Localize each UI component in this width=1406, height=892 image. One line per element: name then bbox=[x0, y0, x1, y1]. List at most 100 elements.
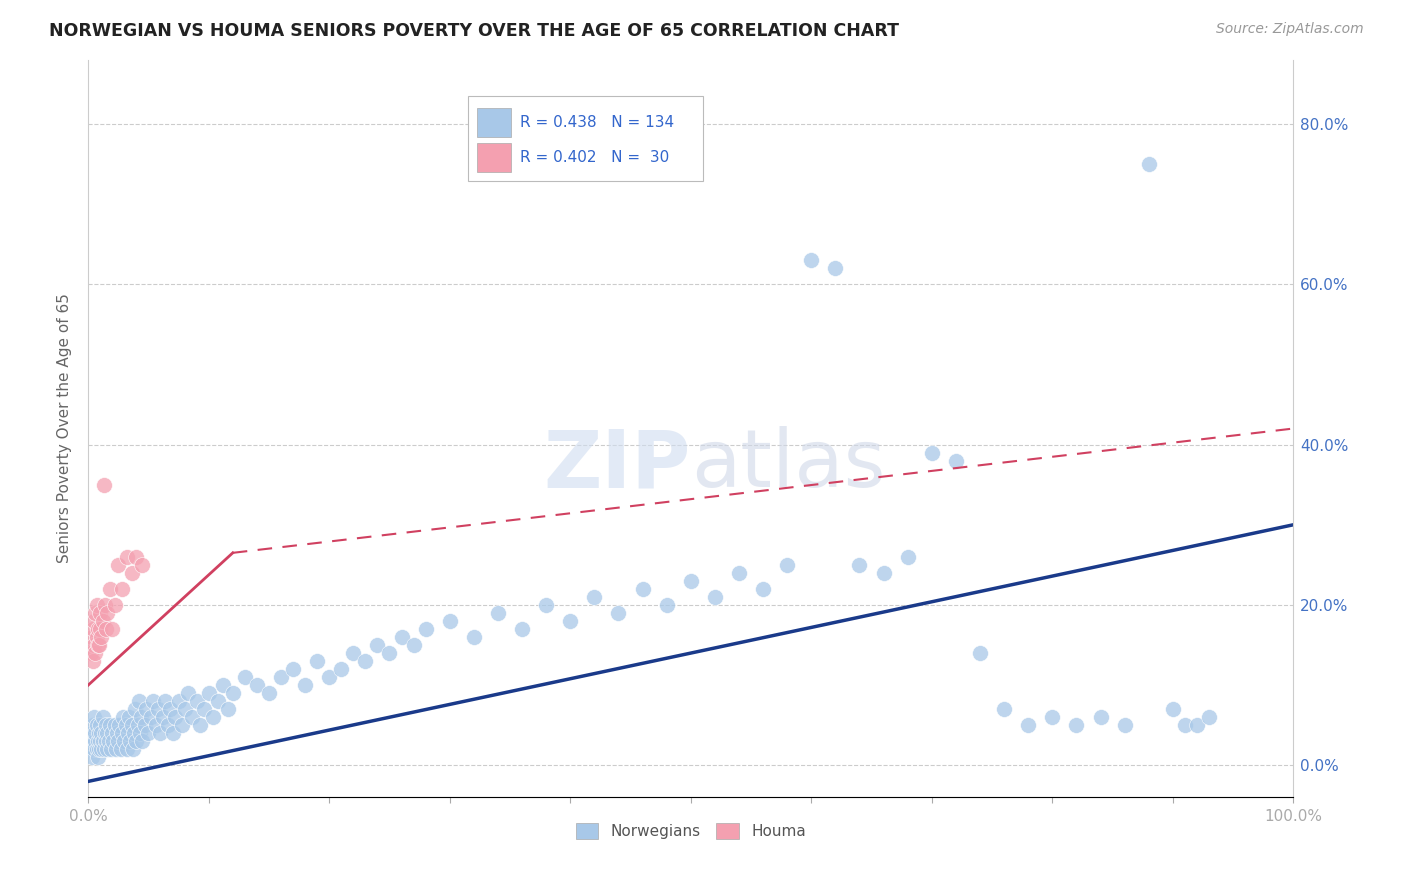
Point bbox=[108, 718, 131, 732]
Point bbox=[173, 702, 195, 716]
Point bbox=[111, 726, 134, 740]
Point bbox=[728, 566, 751, 580]
Point bbox=[115, 742, 138, 756]
Point bbox=[142, 694, 165, 708]
Point bbox=[107, 558, 129, 572]
Point bbox=[79, 742, 101, 756]
Point bbox=[848, 558, 870, 572]
Point bbox=[96, 718, 118, 732]
Point bbox=[139, 710, 162, 724]
Point bbox=[96, 622, 118, 636]
Point bbox=[98, 582, 121, 596]
Point bbox=[135, 702, 157, 716]
Point bbox=[83, 710, 105, 724]
Point bbox=[84, 646, 107, 660]
Point bbox=[121, 742, 143, 756]
Point bbox=[100, 742, 122, 756]
Point bbox=[631, 582, 654, 596]
Point bbox=[91, 710, 114, 724]
Point bbox=[1198, 710, 1220, 724]
Point bbox=[378, 646, 401, 660]
Point bbox=[1185, 718, 1208, 732]
Point bbox=[307, 654, 329, 668]
Point bbox=[93, 477, 115, 491]
Point bbox=[114, 718, 136, 732]
Point bbox=[257, 686, 280, 700]
Point bbox=[107, 734, 129, 748]
Text: Source: ZipAtlas.com: Source: ZipAtlas.com bbox=[1216, 22, 1364, 37]
Point bbox=[993, 702, 1015, 716]
Point bbox=[415, 622, 437, 636]
Point bbox=[167, 694, 190, 708]
Point bbox=[86, 718, 108, 732]
Point bbox=[84, 726, 107, 740]
Point bbox=[155, 694, 177, 708]
Point bbox=[655, 598, 678, 612]
Y-axis label: Seniors Poverty Over the Age of 65: Seniors Poverty Over the Age of 65 bbox=[58, 293, 72, 564]
Point bbox=[131, 734, 153, 748]
Point bbox=[91, 614, 114, 628]
Point bbox=[1017, 718, 1039, 732]
Point bbox=[80, 630, 103, 644]
Point bbox=[246, 678, 269, 692]
Text: R = 0.438   N = 134: R = 0.438 N = 134 bbox=[520, 115, 673, 130]
Legend: Norwegians, Houma: Norwegians, Houma bbox=[569, 817, 813, 845]
Point bbox=[159, 702, 181, 716]
Point bbox=[162, 726, 184, 740]
Point bbox=[180, 710, 202, 724]
Point bbox=[202, 710, 225, 724]
Point bbox=[897, 549, 920, 564]
Point bbox=[90, 630, 112, 644]
Point bbox=[1066, 718, 1088, 732]
Point bbox=[94, 726, 117, 740]
Point bbox=[149, 726, 172, 740]
Point bbox=[186, 694, 208, 708]
Point bbox=[122, 726, 145, 740]
Point bbox=[197, 686, 219, 700]
Text: R = 0.402   N =  30: R = 0.402 N = 30 bbox=[520, 150, 669, 165]
Point bbox=[121, 566, 143, 580]
Point bbox=[101, 622, 124, 636]
Point bbox=[402, 638, 425, 652]
Point bbox=[87, 750, 110, 764]
Point bbox=[1040, 710, 1063, 724]
Point bbox=[1090, 710, 1112, 724]
Point bbox=[98, 718, 121, 732]
Point bbox=[330, 662, 353, 676]
Point bbox=[127, 718, 149, 732]
Point bbox=[86, 598, 108, 612]
Point bbox=[439, 614, 461, 628]
FancyBboxPatch shape bbox=[478, 143, 512, 172]
Point bbox=[188, 718, 211, 732]
Point bbox=[83, 638, 105, 652]
Point bbox=[104, 718, 127, 732]
Point bbox=[318, 670, 340, 684]
Point bbox=[90, 726, 112, 740]
FancyBboxPatch shape bbox=[468, 96, 703, 181]
Point bbox=[86, 630, 108, 644]
Point bbox=[129, 726, 152, 740]
Point bbox=[112, 710, 135, 724]
Point bbox=[222, 686, 245, 700]
Point bbox=[156, 718, 179, 732]
Point bbox=[366, 638, 388, 652]
Point bbox=[115, 549, 138, 564]
Point bbox=[87, 726, 110, 740]
Point bbox=[217, 702, 239, 716]
Point bbox=[89, 606, 111, 620]
Point bbox=[97, 734, 120, 748]
Point bbox=[212, 678, 235, 692]
Point bbox=[125, 734, 148, 748]
Point bbox=[193, 702, 215, 716]
Point bbox=[163, 710, 186, 724]
Point bbox=[87, 622, 110, 636]
Point bbox=[1114, 718, 1136, 732]
Point bbox=[80, 726, 103, 740]
Point bbox=[90, 742, 112, 756]
Point bbox=[84, 734, 107, 748]
Point bbox=[1161, 702, 1184, 716]
Point bbox=[87, 742, 110, 756]
Point bbox=[89, 734, 111, 748]
Point bbox=[80, 750, 103, 764]
Point bbox=[111, 582, 134, 596]
